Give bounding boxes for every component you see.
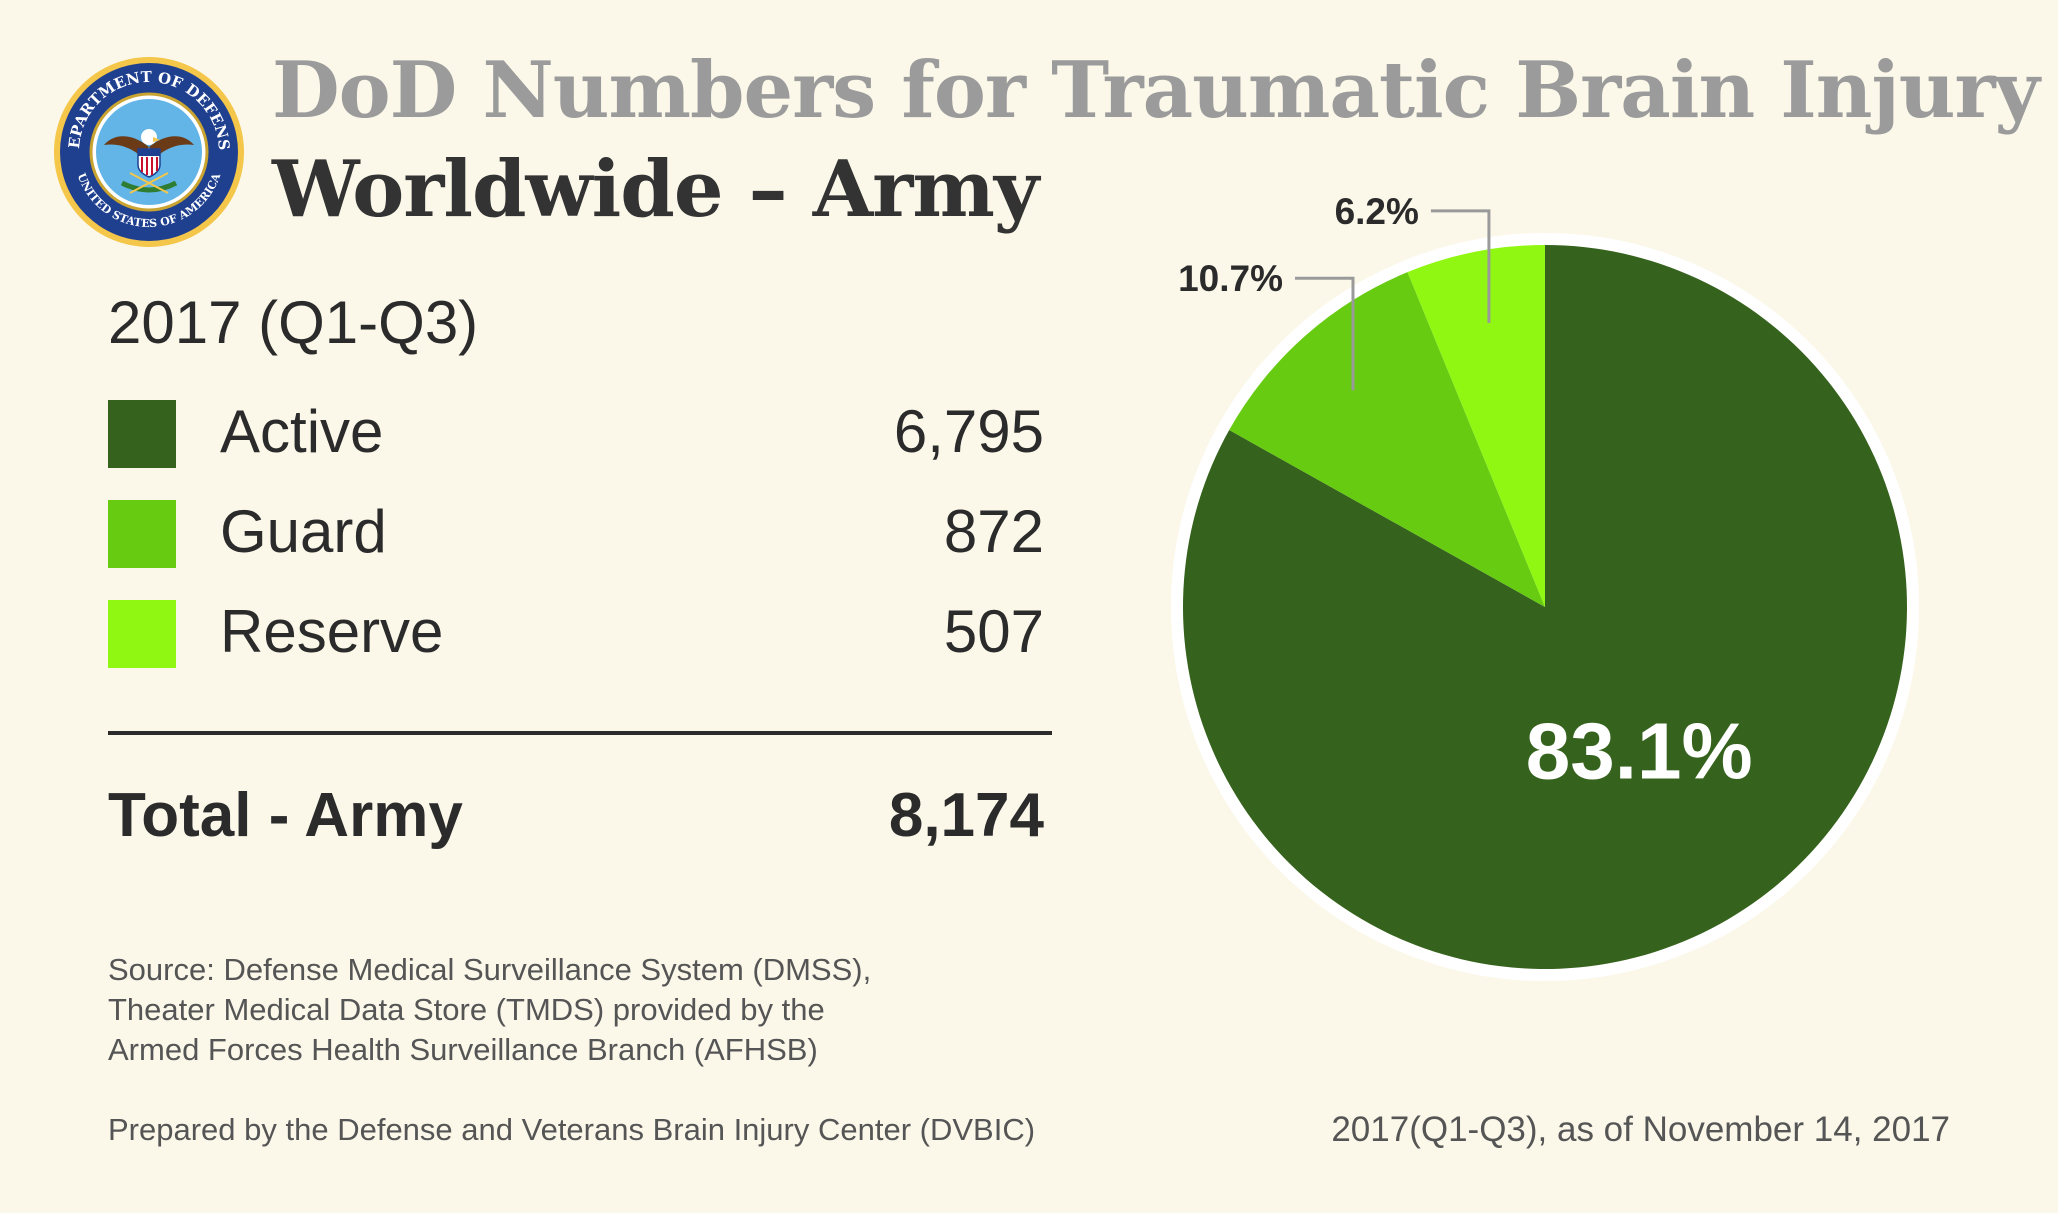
pie-slice-guard	[1229, 272, 1545, 607]
legend-label: Active	[220, 398, 384, 465]
leader-line	[1430, 209, 1491, 323]
dod-seal-logo: DEPARTMENT OF DEFENSE UNITED STATES OF A…	[52, 55, 244, 247]
legend-value: 872	[943, 498, 1044, 565]
legend-value: 6,795	[893, 398, 1044, 465]
reserve-swatch	[108, 600, 176, 668]
page-subtitle: Worldwide – Army	[272, 144, 1039, 235]
as-of-date: 2017(Q1-Q3), as of November 14, 2017	[1331, 1110, 1950, 1149]
pie-percent-label-guard: 10.7%	[1178, 258, 1283, 299]
source-line: Theater Medical Data Store (TMDS) provid…	[108, 992, 825, 1027]
legend-row-guard: Guard 872	[108, 498, 1044, 568]
legend-row-reserve: Reserve 507	[108, 598, 1044, 668]
pie-percent-label-active: 83.1%	[1526, 707, 1753, 796]
legend-row-active: Active 6,795	[108, 398, 1044, 468]
pie-slice-reserve	[1407, 245, 1545, 607]
prepared-by: Prepared by the Defense and Veterans Bra…	[108, 1112, 1036, 1147]
active-swatch	[108, 400, 176, 468]
legend-label: Reserve	[220, 598, 444, 665]
divider	[108, 731, 1052, 735]
source-line: Source: Defense Medical Surveillance Sys…	[108, 952, 872, 987]
source-line: Armed Forces Health Surveillance Branch …	[108, 1032, 818, 1067]
pie-percent-label-reserve: 6.2%	[1335, 191, 1419, 232]
guard-swatch	[108, 500, 176, 568]
total-value: 8,174	[888, 781, 1044, 850]
source-note: Source: Defense Medical Surveillance Sys…	[108, 950, 871, 1070]
page-title: DoD Numbers for Traumatic Brain Injury	[272, 45, 2040, 136]
pie-chart: 83.1% 10.7% 6.2%	[1171, 191, 1919, 981]
leader-line	[1294, 276, 1355, 391]
period-label: 2017 (Q1-Q3)	[108, 289, 479, 356]
legend-label: Guard	[220, 498, 387, 565]
legend-value: 507	[943, 598, 1044, 665]
total-label: Total - Army	[108, 781, 463, 850]
